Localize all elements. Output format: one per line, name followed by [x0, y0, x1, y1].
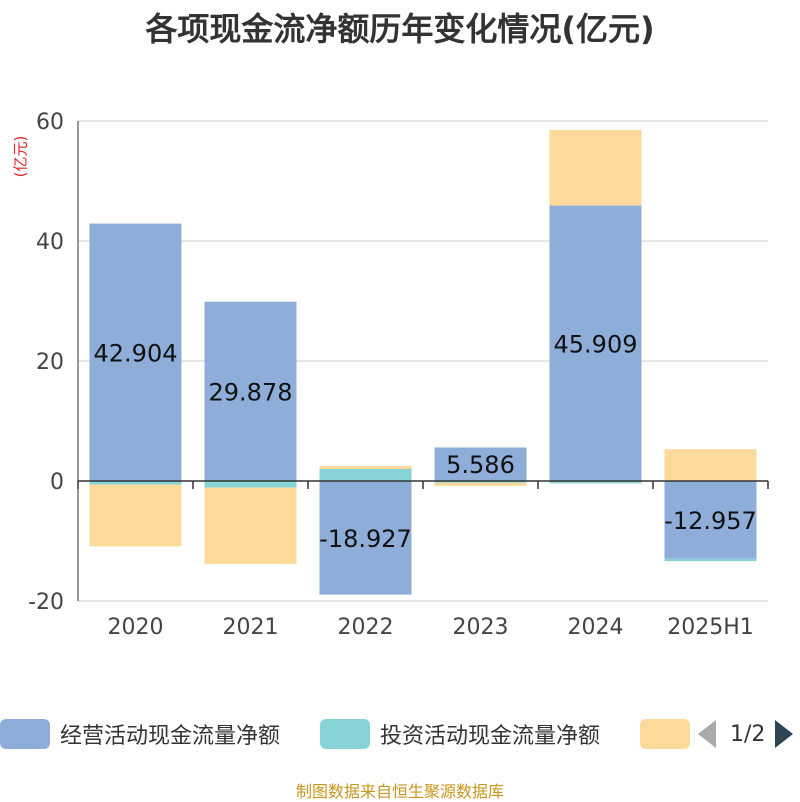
bar-2025H1-series-0	[664, 481, 757, 559]
x-tick-label: 2025H1	[667, 615, 754, 640]
legend-swatch-investing	[320, 719, 370, 749]
bar-2021-series-2	[204, 487, 297, 564]
bar-2023-series-2	[434, 482, 527, 486]
data-label-2025H1: -12.957	[664, 507, 757, 535]
data-label-2023: 5.586	[446, 451, 515, 479]
bar-2022-series-2	[319, 466, 412, 469]
x-tick-label: 2023	[453, 615, 509, 640]
data-label-2021: 29.878	[209, 378, 293, 406]
data-label-2024: 45.909	[554, 330, 638, 358]
bar-2025H1-series-1	[664, 558, 757, 562]
bar-2024-series-2	[549, 129, 642, 206]
y-tick-label: 20	[36, 350, 64, 375]
legend-item-investing[interactable]: 投资活动现金流量净额	[320, 716, 600, 752]
bar-2021-series-1	[204, 481, 297, 488]
legend-swatch-third	[640, 719, 690, 749]
data-label-2022: -18.927	[319, 525, 412, 553]
data-source-note: 制图数据来自恒生聚源数据库	[295, 782, 504, 801]
bar-2023-series-0	[434, 447, 527, 481]
x-tick-label: 2021	[223, 615, 279, 640]
legend-swatch-operating	[0, 719, 50, 749]
data-label-2020: 42.904	[94, 339, 178, 367]
bar-2022-series-1	[319, 469, 412, 481]
legend: 经营活动现金流量净额 投资活动现金流量净额 1/2	[0, 716, 800, 752]
bar-2020-series-1	[89, 481, 182, 485]
y-tick-label: 40	[36, 230, 64, 255]
bar-2024-series-0	[549, 205, 642, 481]
legend-label-investing: 投资活动现金流量净额	[380, 724, 601, 749]
legend-page-number: 1/2	[730, 721, 766, 747]
x-tick-label: 2020	[108, 615, 164, 640]
legend-label-operating: 经营活动现金流量净额	[60, 724, 281, 749]
legend-pager: 1/2	[698, 716, 794, 752]
x-tick-label: 2024	[568, 615, 624, 640]
y-tick-label: -20	[28, 590, 64, 615]
y-tick-label: 0	[50, 470, 64, 495]
bar-2025H1-series-2	[664, 449, 757, 481]
bar-2024-series-1	[549, 481, 642, 484]
legend-item-third[interactable]	[640, 716, 690, 752]
legend-item-operating[interactable]: 经营活动现金流量净额	[0, 716, 280, 752]
bar-2022-series-0	[319, 481, 412, 595]
x-tick-label: 2022	[338, 615, 394, 640]
bar-2023-series-1	[434, 481, 527, 483]
legend-next-page-icon[interactable]	[775, 720, 794, 748]
chart-title: 各项现金流净额历年变化情况(亿元)	[145, 10, 655, 48]
stacked-bar-chart: -20 0 20 40 60 42.904 29.878 -18.927 5.586 45.909…	[28, 110, 769, 640]
legend-prev-page-icon[interactable]	[698, 720, 716, 748]
bar-2020-series-0	[89, 223, 182, 482]
bar-2021-series-0	[204, 301, 297, 481]
y-tick-label: 60	[36, 110, 64, 135]
bar-2020-series-2	[89, 484, 182, 547]
